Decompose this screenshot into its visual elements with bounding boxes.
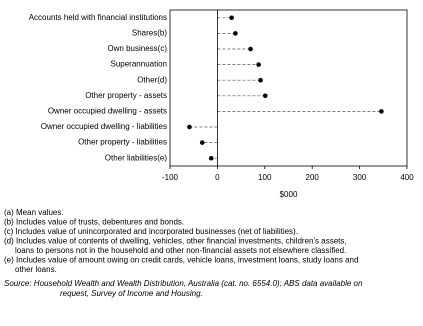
footnote: (a) Mean values. xyxy=(4,208,64,217)
source: Source: Household Wealth and Wealth Dist… xyxy=(4,279,363,288)
dot xyxy=(258,77,263,83)
dot xyxy=(248,46,253,52)
footnote: (c) Includes value of unincorporated and… xyxy=(4,227,298,236)
y-tick-label: Superannuation xyxy=(111,60,168,69)
y-tick-label: Owner occupied dwelling - liabilities xyxy=(41,122,167,131)
dot xyxy=(199,140,205,145)
dot xyxy=(187,124,192,130)
dot xyxy=(229,15,234,21)
y-tick-label: Other property - assets xyxy=(85,91,167,100)
x-tick-label: 300 xyxy=(353,173,367,182)
y-tick-label: Other liabilities(e) xyxy=(105,153,168,162)
footnote: (d) Includes value of contents of dwelli… xyxy=(4,237,347,246)
dot xyxy=(256,62,261,67)
source: request, Survey of Income and Housing. xyxy=(60,289,203,298)
x-axis-label: $000 xyxy=(280,190,298,199)
x-tick-label: 200 xyxy=(306,173,320,182)
y-tick-label: Own business(c) xyxy=(107,44,167,53)
x-tick-label: -100 xyxy=(162,173,179,182)
x-tick-label: 0 xyxy=(215,173,220,182)
dot xyxy=(233,31,238,36)
footnote: loans to persons not in the household an… xyxy=(15,246,346,255)
x-tick-label: 100 xyxy=(258,173,272,182)
y-tick-label: Other(d) xyxy=(137,75,167,84)
footnote: (e) Includes value of amount owing on cr… xyxy=(4,256,358,265)
x-tick-label: 400 xyxy=(400,173,414,182)
y-tick-label: Accounts held with financial institution… xyxy=(29,13,167,22)
y-tick-label: Owner occupied dwelling - assets xyxy=(48,107,167,116)
plot-frame xyxy=(169,9,408,167)
footnote: other loans. xyxy=(15,265,57,274)
footnote: (b) Includes value of trusts, debentures… xyxy=(4,218,184,227)
y-tick-label: Other property - liabilities xyxy=(78,138,167,147)
y-tick-label: Shares(b) xyxy=(132,29,167,38)
dot xyxy=(208,155,214,161)
dot xyxy=(262,93,268,99)
dot xyxy=(379,109,384,114)
